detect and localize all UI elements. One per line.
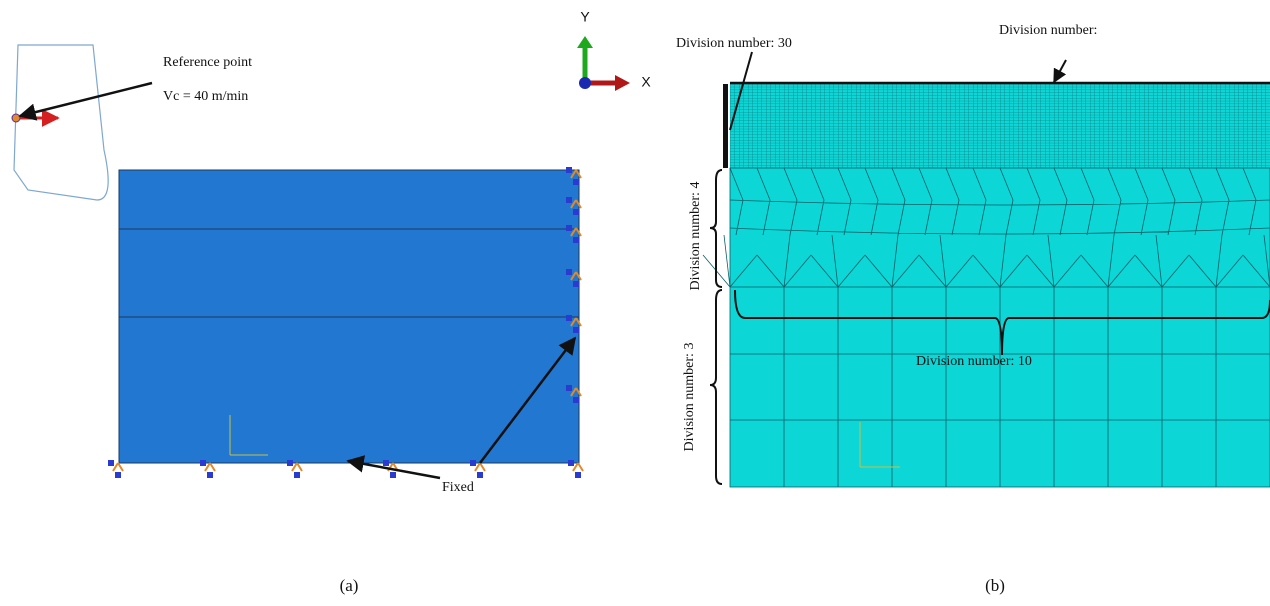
axis-x-label: X (641, 74, 651, 90)
fine-mesh (730, 84, 1270, 168)
axis-y-label: Y (580, 9, 590, 25)
reference-label: Reference point (163, 55, 252, 70)
axis-triad (577, 36, 630, 91)
brace (710, 170, 722, 287)
division-label: Division number: 30 (676, 36, 792, 51)
division-label: Division number: 10 (916, 354, 1032, 369)
division-label: Division number: 3 (682, 343, 697, 452)
division-label: Division number: 4 (688, 182, 703, 291)
bracket (723, 84, 728, 168)
panel-a: Reference point Vc = 40 m/min Fixed Y X … (12, 9, 651, 595)
reference-arrow (20, 83, 152, 116)
reference-point (12, 114, 20, 122)
caption-a: (a) (340, 576, 359, 595)
fixed-label: Fixed (442, 480, 474, 495)
caption-b: (b) (985, 576, 1005, 595)
division-label: Division number: (999, 23, 1097, 38)
panel-b: Division number: 30 Division number: Div… (676, 23, 1270, 595)
tool-outline (14, 45, 108, 200)
figure: Reference point Vc = 40 m/min Fixed Y X … (0, 0, 1270, 606)
brace (710, 290, 722, 484)
velocity-label: Vc = 40 m/min (163, 89, 248, 104)
pointer-arrow (1054, 60, 1066, 82)
